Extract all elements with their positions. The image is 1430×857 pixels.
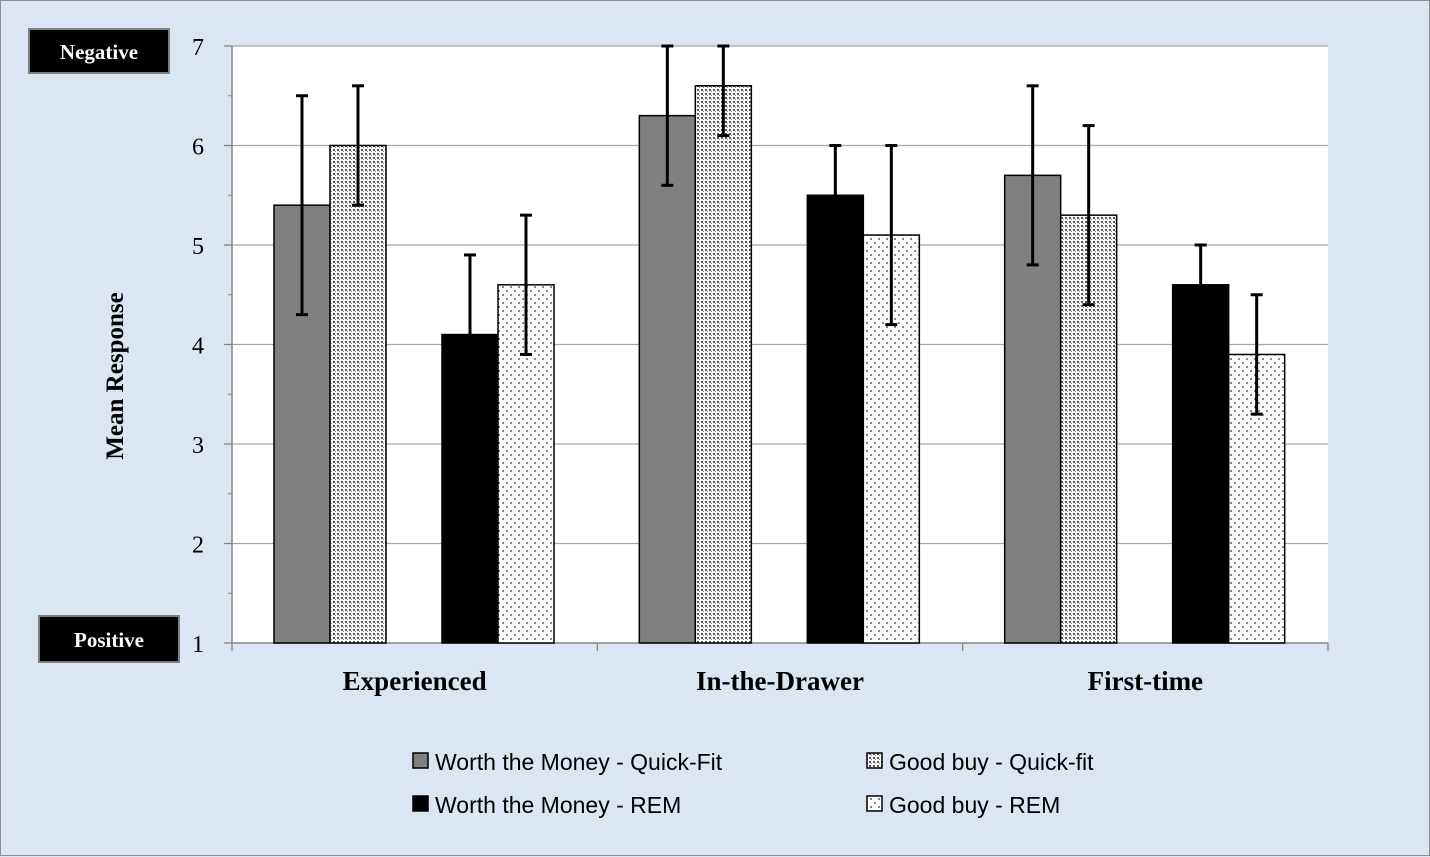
legend-swatch: [866, 752, 883, 769]
legend-label: Good buy - REM: [889, 792, 1060, 818]
bar-1-0: [329, 144, 387, 644]
positive-label: Positive: [74, 628, 144, 652]
legend-label: Good buy - Quick-fit: [889, 749, 1094, 775]
legend-label: Worth the Money - REM: [435, 792, 681, 818]
negative-badge: Negative: [28, 28, 170, 74]
y-tick-label: 2: [192, 533, 204, 559]
legend-item-0: Worth the Money - Quick-Fit: [412, 749, 723, 775]
bar-2-1: [806, 194, 865, 644]
bar-2-0: [441, 333, 499, 644]
y-tick-label: 5: [192, 234, 204, 260]
axes: [224, 45, 1329, 651]
y-axis-label: Mean Response: [102, 292, 129, 459]
error-bars: [296, 44, 1263, 416]
x-tick-labels: Experienced In-the-Drawer First-time: [343, 666, 1203, 696]
legend-item-1: Good buy - Quick-fit: [866, 749, 1094, 775]
x-tick-label: In-the-Drawer: [696, 666, 864, 696]
y-tick-label: 7: [192, 35, 204, 61]
y-tick-label: 1: [192, 632, 204, 658]
bar-2-2: [1171, 284, 1230, 644]
x-tick-label: First-time: [1088, 666, 1203, 696]
legend-item-3: Good buy - REM: [866, 792, 1060, 818]
legend-swatch: [412, 752, 429, 769]
bar-0-1: [638, 114, 697, 644]
gridlines: [232, 45, 1328, 545]
positive-badge: Positive: [38, 615, 180, 663]
y-tick-labels: 1 2 3 4 5 6 7: [192, 35, 204, 658]
x-tick-label: Experienced: [343, 666, 487, 696]
y-tick-label: 3: [192, 433, 204, 459]
negative-label: Negative: [60, 40, 138, 64]
y-tick-label: 6: [192, 135, 204, 161]
legend: Worth the Money - Quick-Fit Good buy - Qu…: [412, 749, 1094, 818]
bar-1-1: [694, 85, 753, 644]
legend-swatch: [412, 795, 429, 812]
legend-label: Worth the Money - Quick-Fit: [435, 749, 723, 775]
y-tick-label: 4: [192, 334, 204, 360]
legend-item-2: Worth the Money - REM: [412, 792, 681, 818]
legend-swatch: [866, 795, 883, 812]
